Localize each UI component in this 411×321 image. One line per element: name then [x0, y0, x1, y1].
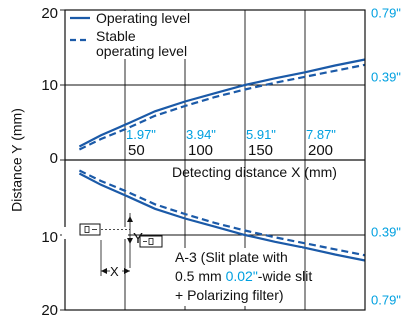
x-tick-inch-label: 5.91" — [246, 127, 276, 142]
annotation-line2-inch: 0.02" — [226, 268, 258, 284]
y-tick-inch-label: 0.79" — [371, 5, 401, 20]
emitter-icon — [79, 223, 101, 236]
y-tick-label: 20 — [41, 302, 58, 319]
x-dimension-symbol: X — [110, 264, 119, 279]
annotation-line3: + Polarizing filter) — [175, 287, 284, 303]
annotation-line2-pre: 0.5 mm — [175, 268, 226, 284]
y-tick-inch-label: 0.79" — [371, 292, 401, 307]
annotation-background — [172, 248, 302, 306]
annotation-line1: A-3 (Slit plate with — [175, 249, 288, 265]
y-tick-inch-label: 0.39" — [371, 69, 401, 84]
y-tick-inch-label: 0.39" — [371, 224, 401, 239]
x-symbol-background — [110, 263, 122, 279]
x-tick-inch-label: 7.87" — [306, 127, 336, 142]
x-tick-inch-label: 3.94" — [186, 127, 216, 142]
legend-entry-operating-level: Operating level — [96, 10, 190, 26]
operating-level-upper-curve — [78, 58, 366, 148]
y-dimension-symbol: Y — [133, 230, 143, 247]
annotation-line2-post: -wide slit — [258, 268, 313, 284]
plot-frame — [64, 9, 366, 311]
x-tick-inch-label: 1.97" — [126, 127, 156, 142]
y-axis-title: Distance Y (mm) — [9, 108, 25, 212]
y-tick-label: 10 — [41, 229, 58, 246]
curves-group — [78, 58, 366, 262]
legend-entry-stable-line1: Stable — [96, 28, 136, 44]
receiver-detail-icon — [148, 238, 154, 245]
annotation-line2: 0.5 mm 0.02"-wide slit — [175, 268, 312, 284]
y-tick-label: 0 — [50, 150, 58, 167]
x-dimension-arrow-right — [124, 268, 130, 274]
x-tick-label: 150 — [248, 142, 273, 159]
receiver-icon — [139, 235, 163, 248]
emitter-detail-icon — [84, 226, 90, 233]
y-tick-label: 10 — [41, 77, 58, 94]
y-tick-label: 20 — [41, 5, 58, 22]
stable-operating-level-lower-curve — [78, 169, 366, 257]
sensor-setup-illustration: Y X — [62, 213, 163, 279]
x-tick-label: 200 — [308, 142, 333, 159]
x-tick-label: 50 — [128, 142, 145, 159]
operating-level-lower-curve — [78, 172, 366, 262]
legend-entry-stable-line2: operating level — [96, 43, 187, 59]
stable-operating-level-upper-curve — [78, 63, 366, 151]
y-dimension-arrow-bottom — [127, 238, 133, 244]
x-dimension-arrow-left — [101, 268, 107, 274]
x-axis-title: Detecting distance X (mm) — [172, 164, 337, 180]
y-dimension-arrow-top — [127, 216, 133, 222]
x-tick-label: 100 — [188, 142, 213, 159]
